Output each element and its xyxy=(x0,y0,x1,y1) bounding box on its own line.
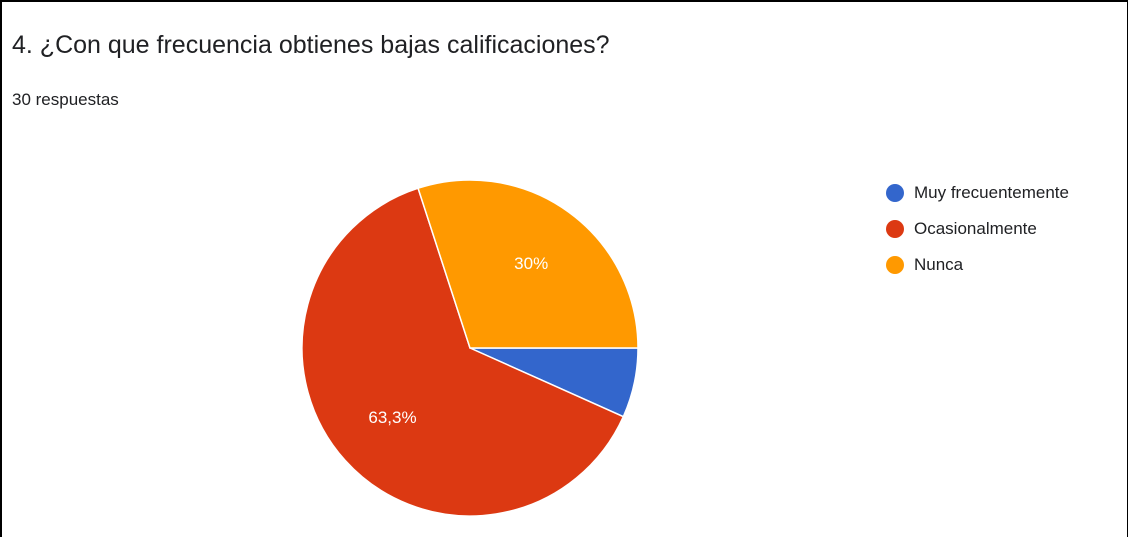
legend-item-nunca[interactable]: Nunca xyxy=(886,247,1069,283)
pie-slice-nunca[interactable] xyxy=(417,179,639,349)
chart-legend: Muy frecuentemente Ocasionalmente Nunca xyxy=(886,175,1069,283)
legend-swatch xyxy=(886,256,904,274)
response-count: 30 respuestas xyxy=(12,90,119,109)
pie-slice-ocasionalmente[interactable] xyxy=(301,187,625,517)
legend-label: Nunca xyxy=(914,255,964,274)
legend-swatch xyxy=(886,220,904,238)
question-title: 4. ¿Con que frecuencia obtienes bajas ca… xyxy=(12,31,610,59)
pie-data-label: 30% xyxy=(514,254,548,273)
legend-label: Muy frecuentemente xyxy=(914,183,1069,202)
legend-item-muy-frecuentemente[interactable]: Muy frecuentemente xyxy=(886,175,1069,211)
legend-swatch xyxy=(886,184,904,202)
legend-label: Ocasionalmente xyxy=(914,219,1037,238)
pie-data-label: 63,3% xyxy=(368,408,416,427)
legend-item-ocasionalmente[interactable]: Ocasionalmente xyxy=(886,211,1069,247)
